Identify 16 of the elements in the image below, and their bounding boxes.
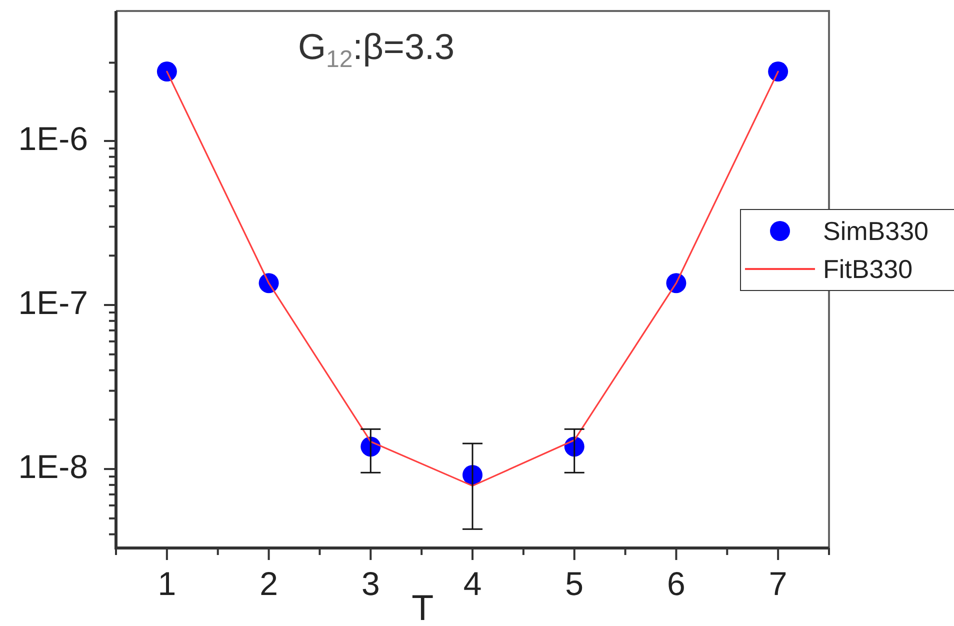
- x-tick-label: 3: [361, 564, 380, 602]
- y-tick-label: 1E-6: [18, 120, 88, 158]
- x-tick-label: 5: [565, 564, 584, 602]
- x-tick-label: 2: [260, 564, 278, 602]
- y-tick-label: 1E-8: [18, 448, 88, 486]
- x-axis-title: T: [412, 587, 434, 626]
- point: [768, 62, 788, 82]
- x-tick-label: 4: [463, 564, 482, 602]
- legend-label: FitB330: [823, 254, 913, 284]
- x-tick-label: 6: [667, 564, 686, 602]
- legend-label: SimB330: [823, 216, 928, 246]
- point: [156, 62, 177, 82]
- x-tick-label: 7: [768, 564, 788, 602]
- y-tick-label: 1E-7: [18, 284, 88, 322]
- text: G$_{12}$:β=3.3: [298, 26, 454, 73]
- x-tick-label: 1: [158, 564, 176, 602]
